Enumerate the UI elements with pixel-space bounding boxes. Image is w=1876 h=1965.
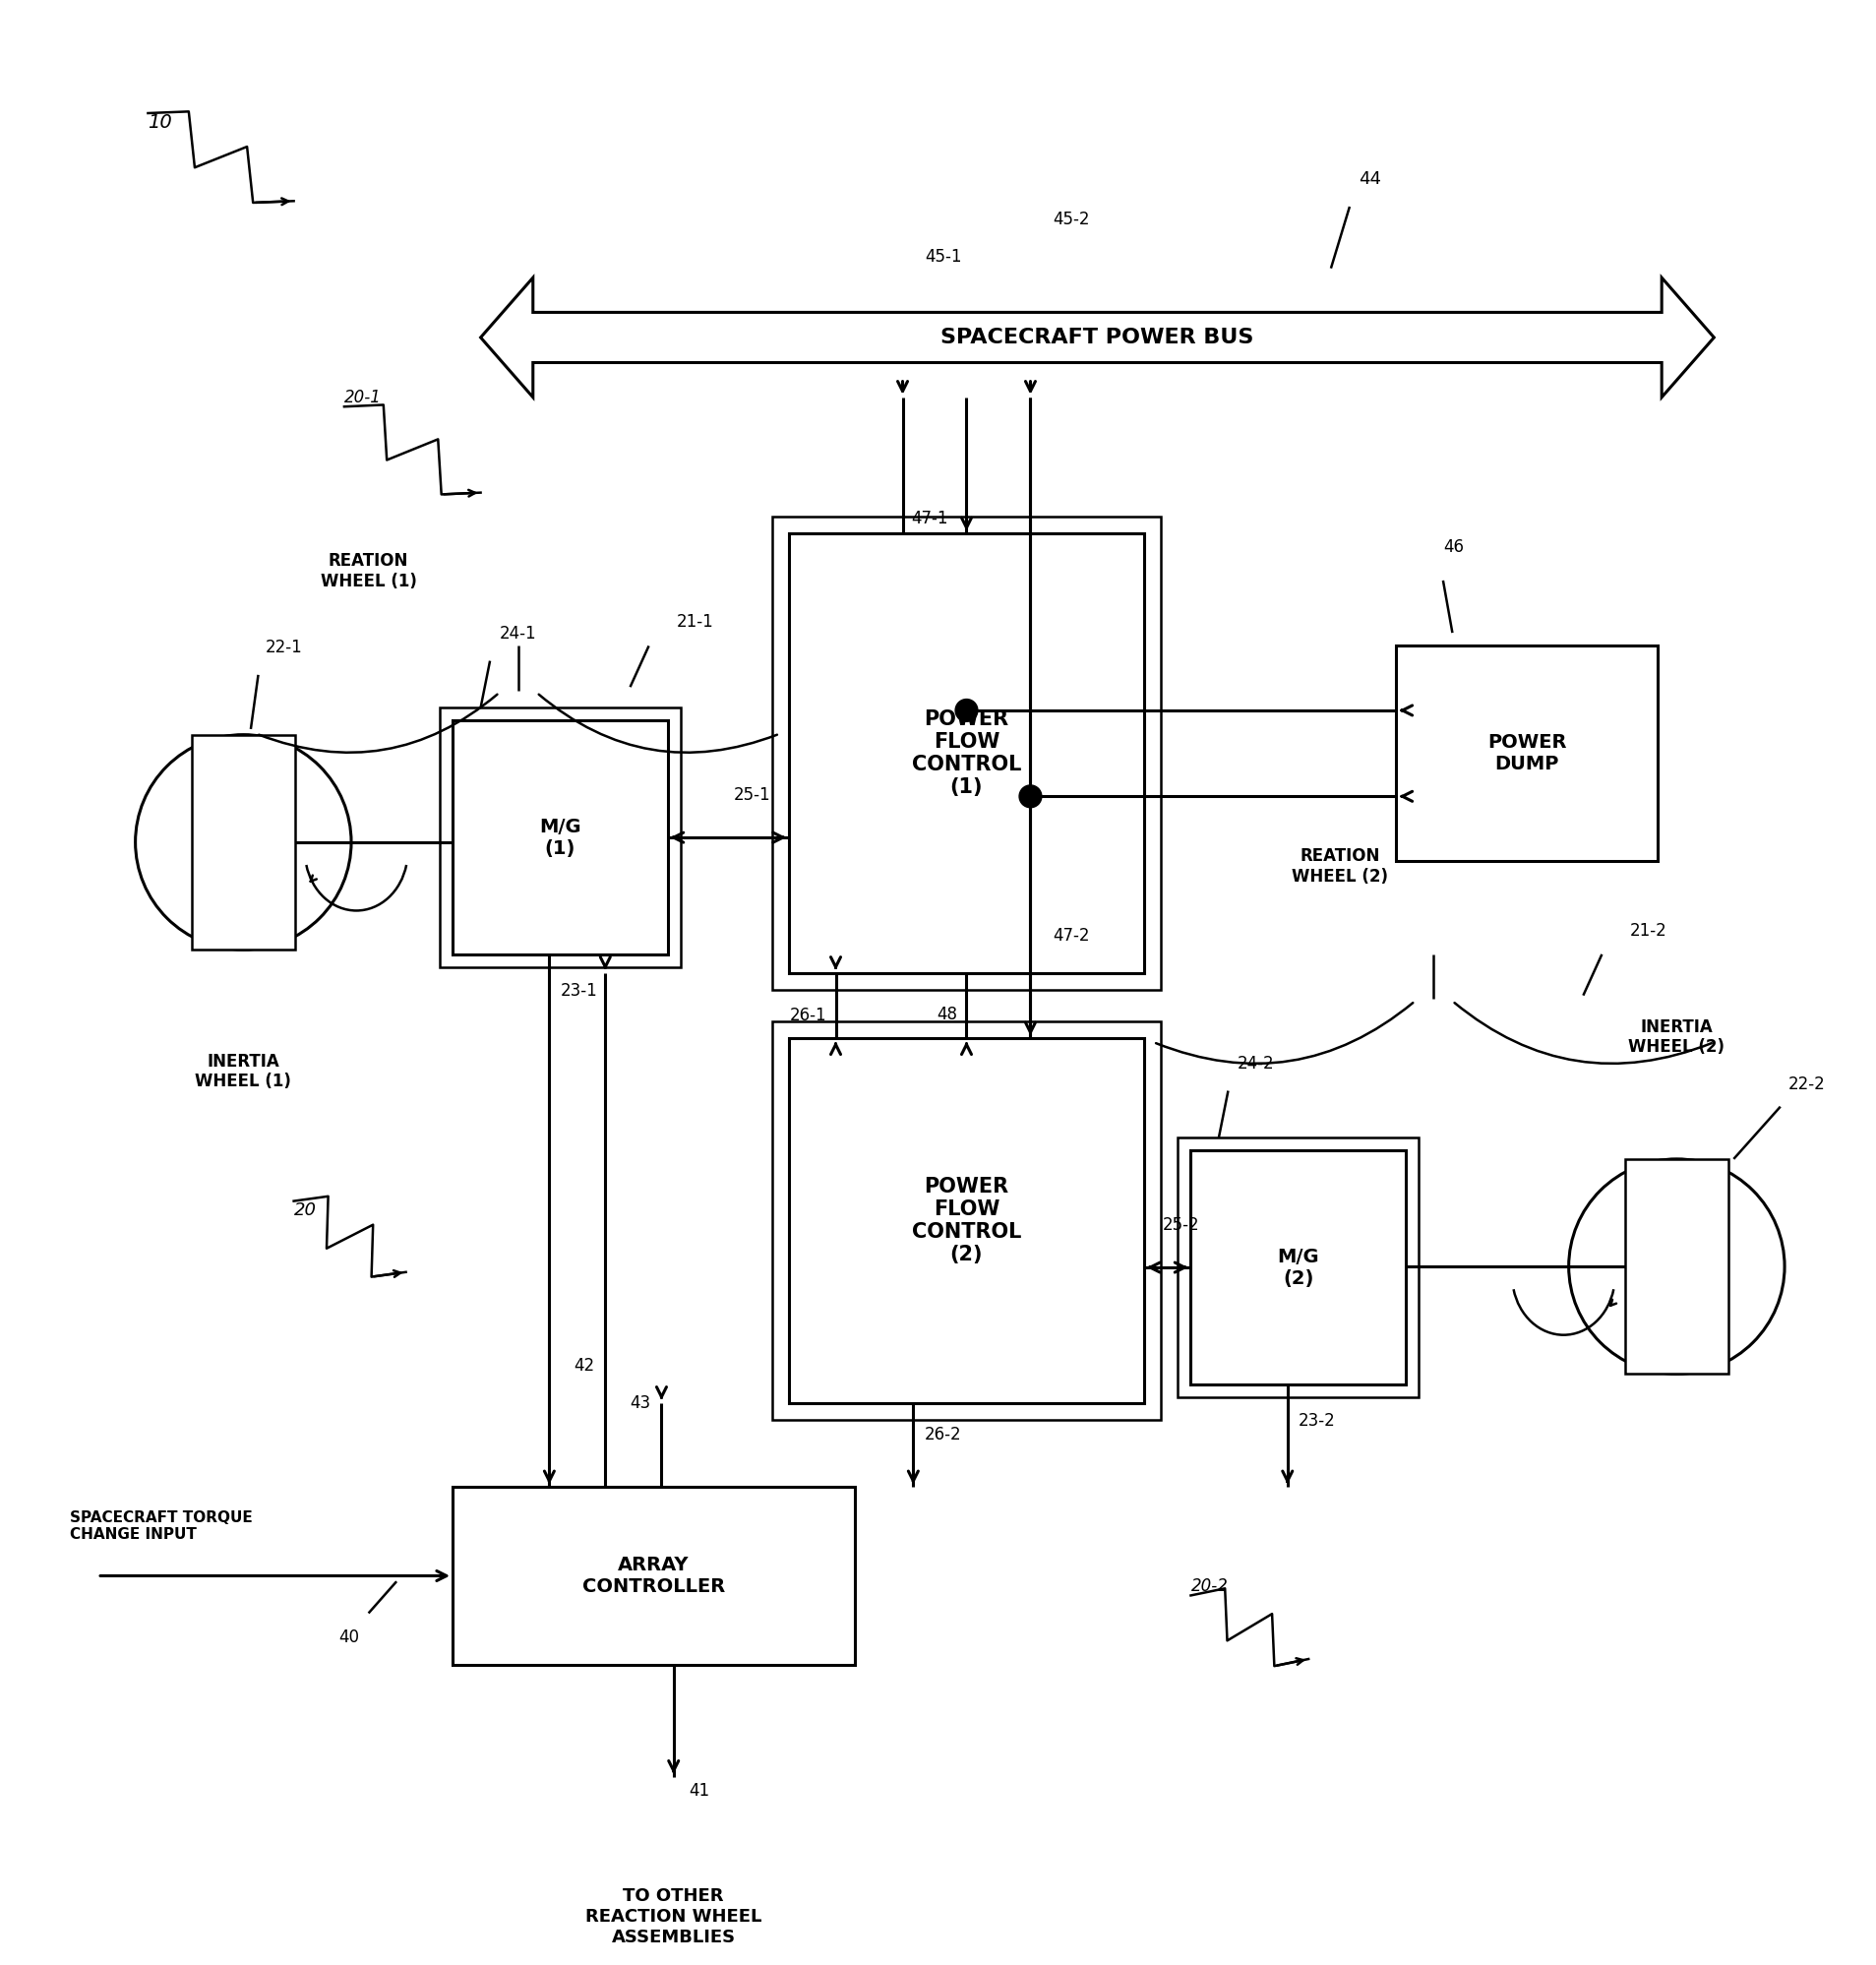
Text: 23-1: 23-1	[561, 982, 597, 1000]
Text: 42: 42	[572, 1358, 595, 1376]
Text: 26-2: 26-2	[925, 1425, 961, 1442]
Text: 10: 10	[148, 114, 173, 132]
Text: REATION
WHEEL (1): REATION WHEEL (1)	[321, 552, 416, 589]
Text: 26-1: 26-1	[790, 1006, 825, 1024]
Bar	[1396, 646, 1657, 861]
Bar	[788, 1038, 1144, 1403]
Text: 24-1: 24-1	[499, 625, 537, 643]
Text: POWER
DUMP: POWER DUMP	[1488, 733, 1566, 774]
Text: REATION
WHEEL (2): REATION WHEEL (2)	[1291, 847, 1388, 886]
Text: 22-2: 22-2	[1788, 1077, 1823, 1095]
Text: 45-2: 45-2	[1052, 210, 1090, 228]
Text: SPACECRAFT POWER BUS: SPACECRAFT POWER BUS	[940, 328, 1253, 348]
Bar	[788, 534, 1144, 973]
Text: 21-2: 21-2	[1628, 922, 1666, 939]
Bar	[452, 721, 668, 955]
Text: 43: 43	[628, 1395, 649, 1413]
Text: INERTIA
WHEEL (2): INERTIA WHEEL (2)	[1628, 1018, 1724, 1055]
Text: 20-1: 20-1	[343, 389, 381, 407]
Text: M/G
(1): M/G (1)	[538, 817, 582, 857]
Ellipse shape	[135, 735, 351, 949]
Text: 21-1: 21-1	[677, 613, 713, 631]
Text: TO OTHER
REACTION WHEEL
ASSEMBLIES: TO OTHER REACTION WHEEL ASSEMBLIES	[585, 1888, 762, 1945]
Text: SPACECRAFT TORQUE
CHANGE INPUT: SPACECRAFT TORQUE CHANGE INPUT	[69, 1511, 251, 1543]
Text: 24-2: 24-2	[1236, 1055, 1274, 1073]
Bar	[771, 1022, 1159, 1421]
Bar	[771, 517, 1159, 990]
Ellipse shape	[1568, 1159, 1784, 1374]
Circle shape	[955, 700, 977, 721]
Bar	[1625, 1159, 1728, 1374]
Text: 47-2: 47-2	[1052, 927, 1090, 945]
Text: ARRAY
CONTROLLER: ARRAY CONTROLLER	[582, 1556, 724, 1596]
Text: 23-2: 23-2	[1298, 1413, 1336, 1431]
Text: POWER
FLOW
CONTROL
(2): POWER FLOW CONTROL (2)	[912, 1177, 1021, 1265]
Text: 47-1: 47-1	[910, 511, 947, 529]
Text: 48: 48	[936, 1006, 957, 1024]
Text: 45-1: 45-1	[925, 248, 961, 265]
Text: POWER
FLOW
CONTROL
(1): POWER FLOW CONTROL (1)	[912, 709, 1021, 798]
Text: 41: 41	[688, 1782, 709, 1800]
Text: 40: 40	[338, 1629, 358, 1647]
Bar	[439, 707, 681, 967]
Text: 44: 44	[1358, 171, 1381, 189]
Bar	[191, 735, 295, 949]
Bar	[1176, 1138, 1418, 1397]
Text: 25-2: 25-2	[1161, 1216, 1199, 1234]
Polygon shape	[480, 277, 1713, 397]
Text: 22-1: 22-1	[266, 639, 302, 656]
Text: M/G
(2): M/G (2)	[1276, 1248, 1319, 1287]
Text: 46: 46	[1443, 538, 1463, 556]
Text: 25-1: 25-1	[734, 786, 769, 804]
Circle shape	[1019, 786, 1041, 808]
Bar	[1189, 1151, 1405, 1383]
Text: INERTIA
WHEEL (1): INERTIA WHEEL (1)	[195, 1053, 291, 1091]
Text: 20: 20	[295, 1201, 317, 1218]
Bar	[452, 1488, 854, 1664]
Text: 20-2: 20-2	[1189, 1578, 1227, 1596]
